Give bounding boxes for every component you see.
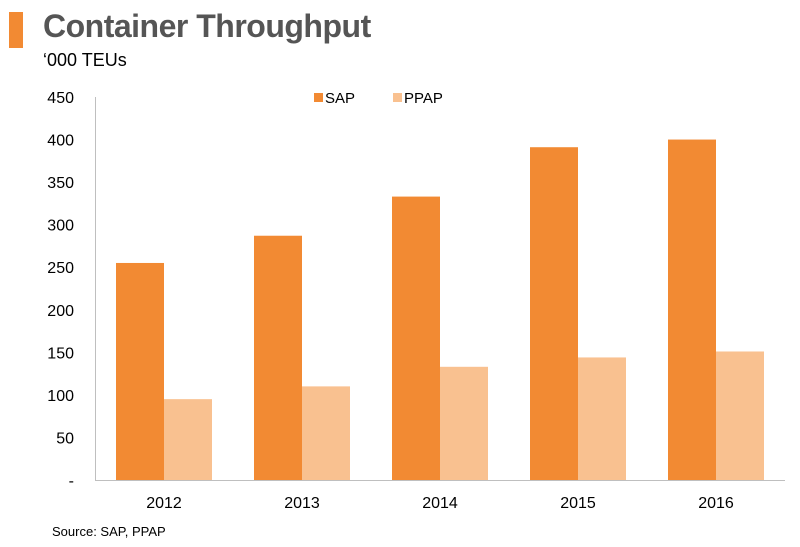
unit-label: ‘000 TEUs (43, 50, 127, 70)
legend: SAP PPAP (314, 90, 443, 107)
bar-sap-2013 (254, 235, 302, 480)
x-tick-label: 2013 (284, 495, 320, 512)
y-tick-label: 150 (47, 345, 74, 362)
x-tick-label: 2016 (698, 495, 734, 512)
bar-ppap-2014 (440, 366, 488, 480)
x-tick-label: 2012 (146, 495, 182, 512)
y-tick-label: 450 (47, 90, 74, 107)
bars-group (116, 139, 764, 481)
y-tick-label: 400 (47, 133, 74, 150)
y-tick-label: - (69, 473, 74, 490)
bar-ppap-2013 (302, 386, 350, 480)
legend-swatch-sap (314, 93, 323, 102)
y-axis-ticks: - 50 100 150 200 250 300 350 400 450 (47, 90, 74, 490)
x-axis-labels: 2012 2013 2014 2015 2016 (146, 495, 734, 512)
x-tick-label: 2015 (560, 495, 596, 512)
bar-sap-2014 (392, 196, 440, 480)
bar-ppap-2015 (578, 357, 626, 480)
legend-label-sap: SAP (325, 90, 355, 107)
y-tick-label: 50 (56, 430, 74, 447)
y-tick-label: 100 (47, 388, 74, 405)
bar-sap-2016 (668, 139, 716, 481)
bar-ppap-2012 (164, 399, 212, 480)
bar-sap-2012 (116, 262, 164, 480)
y-tick-label: 300 (47, 218, 74, 235)
x-tick-label: 2014 (422, 495, 458, 512)
bar-sap-2015 (530, 147, 578, 480)
bar-ppap-2016 (716, 351, 764, 480)
y-tick-label: 200 (47, 303, 74, 320)
source-note: Source: SAP, PPAP (52, 524, 166, 539)
title-accent-bar (9, 12, 23, 48)
legend-swatch-ppap (393, 93, 402, 102)
legend-label-ppap: PPAP (404, 90, 443, 107)
chart-title: Container Throughput (43, 8, 371, 44)
y-tick-label: 350 (47, 175, 74, 192)
y-tick-label: 250 (47, 260, 74, 277)
